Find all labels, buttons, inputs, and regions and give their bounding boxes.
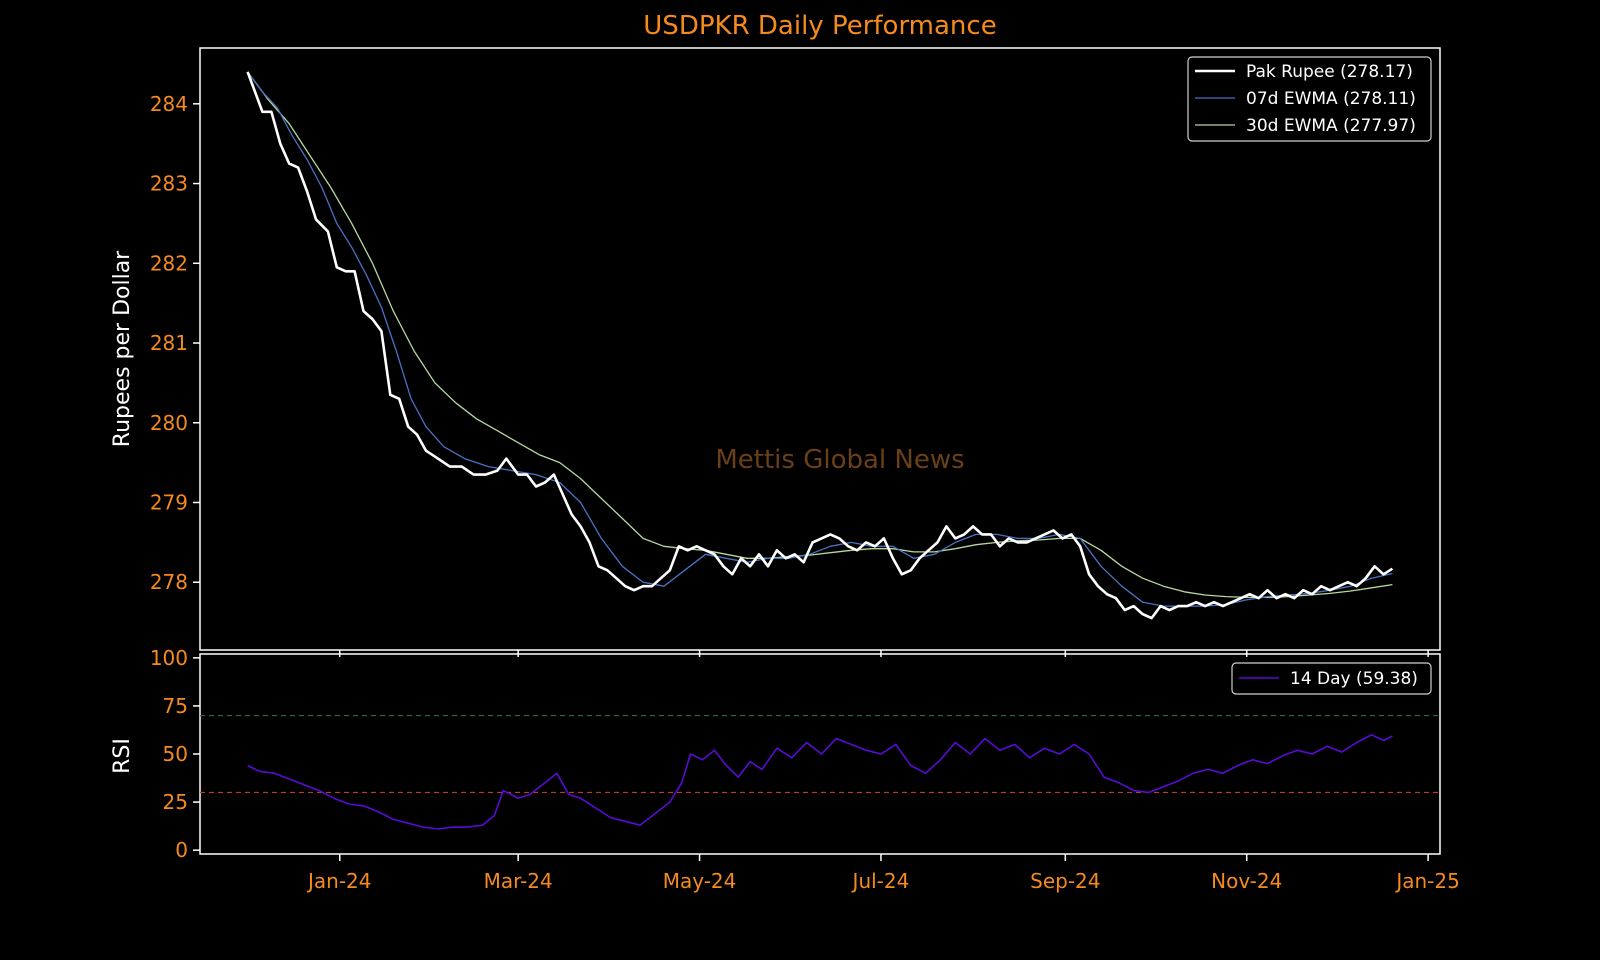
series-line-price [246, 71, 1394, 620]
rsi-y-tick-label: 75 [163, 694, 188, 718]
legend-label-ewma30: 30d EWMA (277.97) [1246, 116, 1416, 136]
rsi-y-tick-label: 25 [163, 790, 188, 814]
rsi-y-axis-label: RSI [110, 738, 135, 774]
watermark: Mettis Global News [715, 445, 964, 475]
x-tick-label: May-24 [663, 869, 737, 893]
price-y-tick-label: 282 [150, 251, 188, 275]
rsi-y-tick-label: 50 [163, 742, 188, 766]
series-line-rsi [247, 733, 1393, 830]
price-y-ticks: 278 279 280 281 282 283 284 [150, 92, 200, 594]
price-y-tick-label: 280 [150, 411, 188, 435]
chart-title: USDPKR Daily Performance [643, 11, 996, 41]
price-y-tick-label: 283 [150, 172, 188, 196]
price-series-lines [246, 71, 1394, 620]
series-line-ewma30 [247, 71, 1393, 599]
x-tick-label: Mar-24 [484, 869, 553, 893]
price-panel-frame [199, 47, 1441, 651]
x-tick-label: Jan-25 [1394, 869, 1460, 893]
x-tick-label: Jan-24 [306, 869, 372, 893]
price-y-tick-label: 284 [150, 92, 188, 116]
price-panel: Mettis Global News Rupees per Dollar 278… [110, 47, 1441, 657]
legend-label-rsi: 14 Day (59.38) [1290, 669, 1418, 689]
rsi-x-ticks: Jan-24 Mar-24 May-24 Jul-24 Sep-24 Nov-24 Jan-… [306, 854, 1460, 893]
rsi-y-tick-label: 0 [175, 838, 188, 862]
x-tick-label: Sep-24 [1030, 869, 1100, 893]
x-tick-label: Nov-24 [1211, 869, 1282, 893]
price-y-axis-label: Rupees per Dollar [110, 250, 135, 447]
legend-label-price: Pak Rupee (278.17) [1246, 62, 1413, 82]
x-tick-label: Jul-24 [851, 869, 910, 893]
rsi-legend: 14 Day (59.38) [1231, 662, 1432, 695]
price-legend-box [1187, 56, 1432, 142]
price-y-tick-label: 281 [150, 331, 188, 355]
price-legend: Pak Rupee (278.17) 07d EWMA (278.11) 30d E… [1187, 56, 1432, 142]
price-y-tick-label: 278 [150, 570, 188, 594]
legend-label-ewma7: 07d EWMA (278.11) [1246, 89, 1416, 109]
rsi-legend-box [1231, 662, 1432, 695]
rsi-y-tick-label: 100 [150, 646, 188, 670]
rsi-series-lines [247, 733, 1393, 830]
rsi-y-ticks: 0 25 50 75 100 [150, 646, 200, 862]
price-y-tick-label: 279 [150, 490, 188, 514]
rsi-panel: RSI 0 25 50 75 100 Jan-24 Mar-24 May-24 Jul-24 S… [110, 646, 1460, 893]
